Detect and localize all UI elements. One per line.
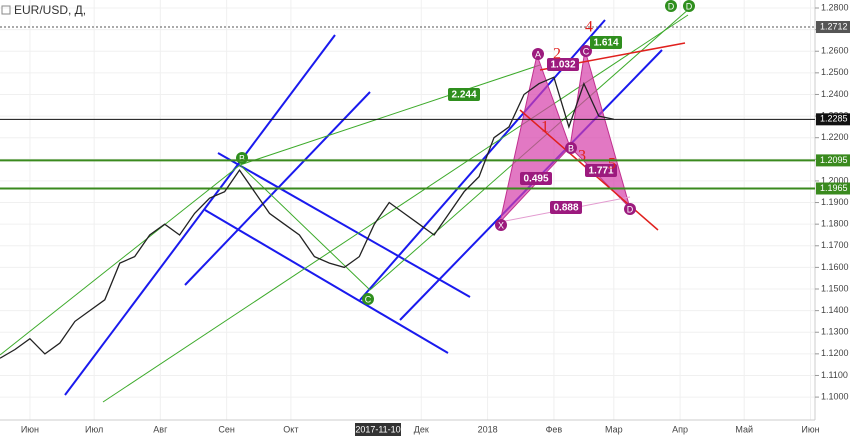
point-label: B [239, 153, 245, 163]
y-tick-label: 1.1400 [821, 305, 849, 315]
x-tick-label: Авг [153, 424, 168, 434]
ratio-label: 0.888 [553, 203, 578, 214]
x-tick-label: Июн [801, 424, 819, 434]
y-tick-label: 1.2400 [821, 89, 849, 99]
crosshair-box [355, 423, 401, 436]
x-tick-label: Окт [283, 424, 298, 434]
price-box [816, 21, 850, 34]
labels: A B C D X B C D D 2.244 1.614 1.032 0.49… [236, 0, 695, 305]
price-label: 1.2285 [820, 114, 848, 124]
price-box [816, 113, 850, 126]
wave-label: 5 [608, 156, 616, 173]
price-box [816, 182, 850, 195]
point-label: B [568, 143, 574, 153]
point-label: A [535, 49, 541, 59]
x-tick-label: Июн [21, 424, 39, 434]
ratio-label: 1.032 [550, 60, 575, 71]
point-label: D [668, 1, 675, 11]
y-tick-label: 1.1200 [821, 348, 849, 358]
y-tick-label: 1.1800 [821, 219, 849, 229]
x-tick-label: Май [735, 424, 753, 434]
icon [1, 5, 11, 15]
x-tick-label: Июл [85, 424, 103, 434]
y-tick-label: 1.2200 [821, 132, 849, 142]
x-tick-label: Апр [672, 424, 688, 434]
y-tick-label: 1.1600 [821, 262, 849, 272]
wave-label: 3 [578, 148, 586, 165]
y-tick-label: 1.2500 [821, 67, 849, 77]
point-label: D [627, 204, 634, 214]
x-tick-label: Сен [218, 424, 235, 434]
y-tick-label: 1.1300 [821, 327, 849, 337]
price-label: 1.2712 [820, 21, 848, 31]
ratio-label: 1.614 [593, 38, 618, 49]
point-label: D [686, 1, 693, 11]
price-label: 1.1965 [820, 183, 848, 193]
x-tick-label: Фев [546, 424, 563, 434]
y-tick-label: 1.1900 [821, 197, 849, 207]
x-tick-label: Дек [414, 424, 429, 434]
ratio-label: 1.771 [588, 166, 613, 177]
x-tick-label: Мар [605, 424, 623, 434]
y-tick-label: 1.2000 [821, 175, 849, 185]
chart-title: EUR/USD, Д, [14, 3, 86, 17]
point-label: C [365, 294, 372, 304]
y-tick-label: 1.1700 [821, 240, 849, 250]
y-tick-label: 1.1000 [821, 391, 849, 401]
ratio-label: 2.244 [451, 90, 476, 101]
point-label: C [583, 46, 590, 56]
wave-label: 2 [553, 46, 561, 63]
y-tick-label: 1.1500 [821, 283, 849, 293]
price-label: 1.2095 [820, 155, 848, 165]
x-tick-label: 2018 [478, 424, 498, 434]
y-tick-label: 1.2800 [821, 2, 849, 12]
price-line [0, 76, 614, 359]
drawings [0, 7, 691, 403]
ratio-label: 0.495 [523, 174, 548, 185]
wave-label: 1 [541, 119, 549, 136]
crosshair-label: 2017-11-10 [355, 424, 400, 434]
y-tick-label: 1.1100 [821, 370, 848, 380]
y-tick-label: 1.2600 [821, 46, 849, 56]
point-label: X [498, 220, 504, 230]
price-box [816, 154, 850, 167]
